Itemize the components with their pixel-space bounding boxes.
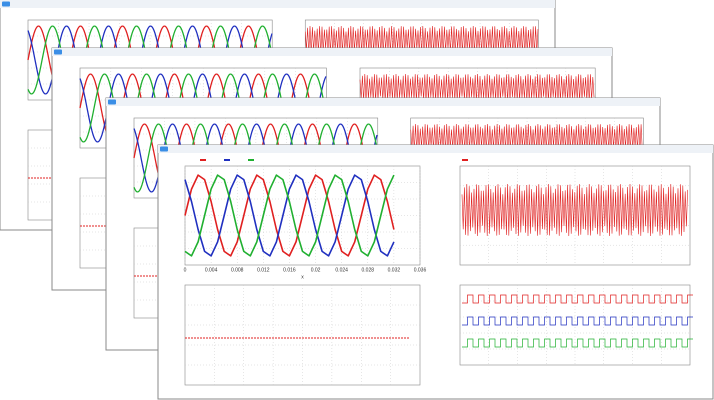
window-icon xyxy=(54,49,62,55)
x-tick-label: 0.028 xyxy=(362,267,375,273)
x-tick-label: 0.024 xyxy=(335,267,348,273)
window-icon xyxy=(160,146,168,152)
x-tick-label: 0.004 xyxy=(205,267,218,273)
signal-decor xyxy=(462,316,693,326)
signal-decor xyxy=(27,25,273,95)
x-tick-label: 0.008 xyxy=(231,267,244,273)
signal-decor xyxy=(359,73,595,103)
x-tick-label: 0.016 xyxy=(283,267,296,273)
signal-decor xyxy=(462,294,693,304)
x-tick-label: 0 xyxy=(184,267,187,273)
legend-marker xyxy=(462,159,468,161)
title-bar xyxy=(106,98,660,106)
legend-marker xyxy=(224,159,230,161)
signal-decor xyxy=(79,73,327,143)
title-bar xyxy=(0,0,555,8)
signal-decor xyxy=(462,338,693,348)
x-tick-label: 0.012 xyxy=(257,267,270,273)
series-line xyxy=(184,174,395,257)
x-axis-label: x xyxy=(301,274,304,280)
title-bar xyxy=(158,145,713,153)
legend-marker xyxy=(248,159,254,161)
signal-decor xyxy=(133,123,378,193)
x-tick-label: 0.032 xyxy=(388,267,401,273)
legend-marker xyxy=(200,159,206,161)
window-icon xyxy=(2,1,10,7)
series-line xyxy=(184,174,395,257)
series-line xyxy=(184,174,395,257)
plot-area xyxy=(459,165,691,266)
window-icon xyxy=(108,99,116,105)
signal-decor xyxy=(461,183,688,237)
title-bar xyxy=(52,48,612,56)
x-tick-label: 0.02 xyxy=(311,267,321,273)
signal-decor xyxy=(410,123,643,153)
x-tick-label: 0.036 xyxy=(414,267,427,273)
